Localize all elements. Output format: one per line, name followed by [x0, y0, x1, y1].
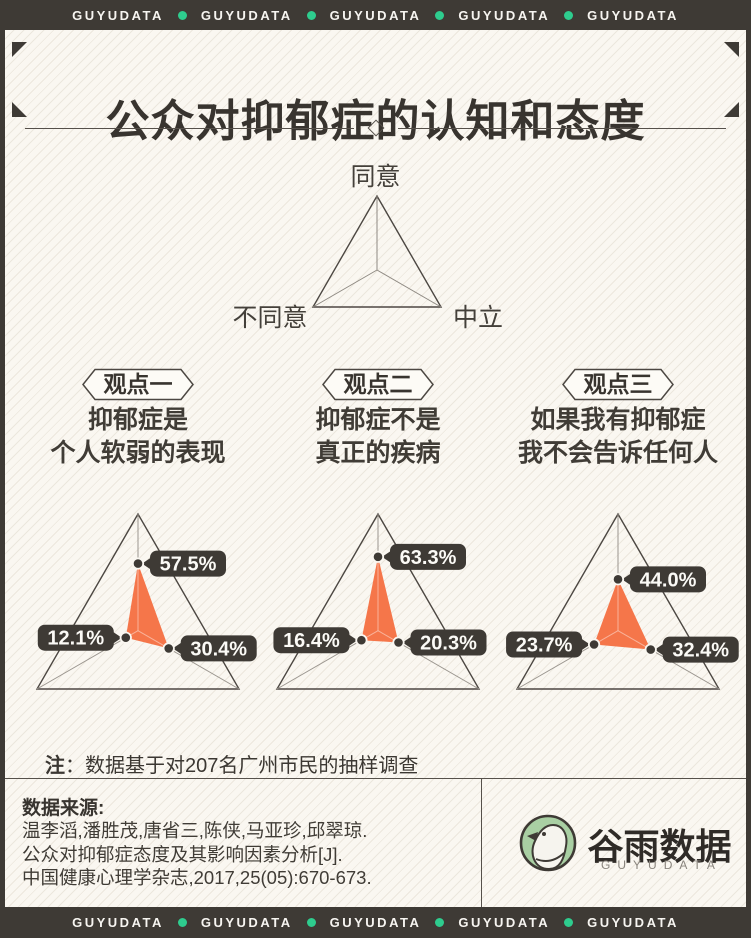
ticker-wordmark: GUYUDATA [329, 7, 422, 23]
statement-line: 个人软弱的表现 [50, 439, 226, 467]
page-title: 公众对抑郁症的认知和态度 [105, 97, 646, 147]
corner-bracket-icon [724, 102, 739, 117]
ticker-dot-icon [306, 10, 316, 20]
ticker-wordmark: GUYUDATA [200, 915, 293, 930]
svg-text:20.3%: 20.3% [420, 633, 477, 655]
bottom-brand-bar: GUYUDATA GUYUDATA GUYUDATA GUYUDATA GUYUDATA [0, 907, 751, 938]
badge-hexagon-icon [82, 368, 194, 401]
note-label: 注 [45, 755, 65, 777]
legend-triangle [311, 194, 443, 308]
ticker-dot-icon [564, 918, 574, 927]
ticker-dot-icon [306, 918, 316, 927]
ticker-dot-icon [177, 918, 187, 927]
statement-line: 真正的疾病 [315, 439, 441, 467]
legend-axis-disagree: 不同意 [232, 304, 308, 332]
logo-english-wordmark: GUYUDATA [601, 858, 722, 872]
ticker-wordmark: GUYUDATA [329, 915, 422, 930]
top-brand-bar: GUYUDATA GUYUDATA GUYUDATA GUYUDATA GUYUDATA [0, 0, 751, 30]
ticker-dot-icon [177, 10, 187, 20]
viewpoint-3-badge-label: 观点三 [583, 371, 653, 397]
footer-divider [5, 778, 746, 779]
svg-text:12.1%: 12.1% [47, 628, 104, 650]
viewpoint-3-statement: 如果我有抑郁症 我不会告诉任何人 [468, 404, 751, 470]
ticker-wordmark: GUYUDATA [72, 7, 164, 23]
statement-line: 抑郁症不是 [315, 406, 441, 434]
viewpoint-1-badge-label: 观点一 [103, 371, 173, 397]
viewpoint-2-badge: 观点二 [322, 368, 434, 401]
svg-text:63.3%: 63.3% [400, 547, 457, 569]
svg-text:44.0%: 44.0% [640, 569, 697, 591]
viewpoint-3-badge: 观点三 [562, 368, 674, 401]
data-source-citation: 温李滔,潘胜茂,唐省三,陈侠,马亚珍,邱翠琼. 公众对抑郁症态度及其影响因素分析… [22, 819, 372, 890]
viewpoint-2-badge-label: 观点二 [343, 371, 413, 397]
diamond-icon [367, 119, 384, 137]
svg-text:30.4%: 30.4% [190, 638, 247, 660]
radar-chart-viewpoint-2: 63.3% 16.4% 20.3% [253, 500, 503, 700]
viewpoint-2-statement: 抑郁症不是 真正的疾病 [228, 404, 528, 470]
statement-line: 我不会告诉任何人 [517, 439, 718, 467]
svg-text:23.7%: 23.7% [516, 634, 573, 656]
viewpoint-1-badge: 观点一 [82, 368, 194, 401]
citation-line: 中国健康心理学杂志,2017,25(05):670-673. [22, 867, 372, 888]
sample-note: 注：数据基于对207名广州市民的抽样调查 [45, 749, 418, 778]
radar-svg: 57.5% 12.1% 30.4% [35, 512, 257, 690]
corner-bracket-icon [12, 102, 27, 117]
main-canvas: 公众对抑郁症的认知和态度 同意 不同意 中立 观点一 观点二 [0, 30, 751, 907]
logo-chinese-wordmark: 谷雨数据 [587, 826, 732, 868]
legend-axis-neutral: 中立 [452, 304, 503, 332]
legend-axis-agree: 同意 [350, 163, 401, 191]
ticker-dot-icon [435, 10, 445, 20]
svg-text:16.4%: 16.4% [283, 630, 340, 652]
note-text: 数据基于对207名广州市民的抽样调查 [85, 755, 419, 777]
citation-line: 公众对抑郁症态度及其影响因素分析[J]. [22, 843, 343, 865]
citation-line: 温李滔,潘胜茂,唐省三,陈侠,马亚珍,邱翠琼. [22, 820, 368, 841]
data-source-label: 数据来源: [22, 798, 105, 819]
ticker-wordmark: GUYUDATA [587, 7, 679, 23]
radar-svg: 44.0% 23.7% 32.4% [506, 512, 739, 690]
radar-svg: 63.3% 16.4% 20.3% [273, 512, 487, 690]
statement-line: 抑郁症是 [87, 406, 188, 434]
ticker-dot-icon [564, 10, 574, 20]
viewpoint-1-statement: 抑郁症是 个人软弱的表现 [0, 404, 288, 470]
badge-hexagon-icon [322, 368, 434, 401]
section-divider [25, 119, 726, 137]
divider-line [397, 127, 726, 129]
guyudata-bird-logo-icon [519, 814, 577, 872]
statement-line: 如果我有抑郁症 [530, 406, 706, 434]
svg-text:32.4%: 32.4% [672, 640, 729, 662]
badge-hexagon-icon [562, 368, 674, 401]
ticker-dot-icon [435, 918, 445, 927]
footer-vertical-divider [481, 778, 482, 907]
ticker-wordmark: GUYUDATA [587, 915, 679, 930]
corner-bracket-icon [12, 42, 27, 57]
note-separator: ： [65, 755, 85, 777]
corner-bracket-icon [724, 42, 739, 57]
ticker-wordmark: GUYUDATA [458, 915, 551, 930]
ticker-wordmark: GUYUDATA [72, 915, 164, 930]
radar-chart-viewpoint-3: 44.0% 23.7% 32.4% [493, 500, 743, 700]
radar-chart-viewpoint-1: 57.5% 12.1% 30.4% [13, 500, 263, 700]
svg-text:57.5%: 57.5% [160, 554, 217, 576]
ticker-wordmark: GUYUDATA [200, 7, 293, 23]
ticker-wordmark: GUYUDATA [458, 7, 551, 23]
divider-line [25, 127, 354, 129]
